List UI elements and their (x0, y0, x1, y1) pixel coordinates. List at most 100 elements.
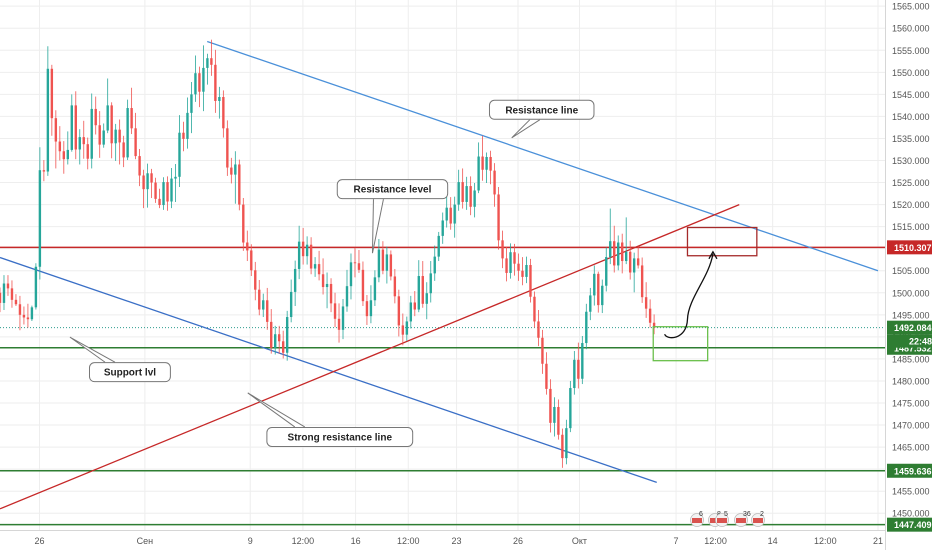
time-tick-label: 9 (248, 536, 253, 546)
candle-body (505, 258, 508, 273)
time-tick-label: 12:00 (397, 536, 420, 546)
candle-body (341, 306, 345, 330)
candle-body (357, 263, 361, 270)
callout-pointer (247, 392, 306, 428)
candle-body (601, 285, 604, 306)
candle-body (178, 132, 181, 177)
candle-body (489, 156, 492, 171)
countdown-text: 22:48 (909, 337, 932, 347)
candle-body (86, 144, 89, 159)
candle-body (26, 317, 30, 320)
candle-body (325, 283, 329, 288)
candle-body (202, 67, 205, 92)
candle-body (557, 406, 560, 435)
candle-body (266, 300, 269, 322)
time-tick-label: 21 (873, 536, 883, 546)
candle-body (485, 156, 488, 170)
candle-body (640, 265, 644, 298)
candle-body (632, 258, 636, 273)
time-tick-label: 7 (674, 536, 679, 546)
event-flag-3-count: 5 (724, 511, 728, 518)
candle-body (337, 318, 341, 330)
candle-body (469, 186, 472, 207)
candle-body (533, 296, 536, 322)
candle-body (297, 241, 301, 269)
price-tag-text: 1492.084 (894, 323, 932, 333)
price-tick-label: 1550.000 (892, 68, 930, 78)
candle-body (461, 182, 464, 202)
candle-body (561, 434, 564, 459)
event-flag-5-stripe (753, 518, 763, 523)
candle-body (42, 170, 46, 172)
candle-body (636, 258, 640, 266)
callout-box (88, 362, 171, 383)
price-tick-label: 1520.000 (892, 200, 930, 210)
candle-body (90, 108, 93, 159)
candle-body (270, 321, 273, 348)
price-tick-label: 1515.000 (892, 222, 930, 232)
candle-body (509, 252, 512, 273)
event-flag-4-count: 36 (743, 511, 751, 518)
candle-body (234, 164, 237, 175)
candle-body (421, 276, 424, 304)
candle-body (429, 273, 432, 294)
price-tag-text: 1510.307 (894, 243, 932, 253)
candle-body (94, 108, 97, 126)
candle-body (258, 289, 261, 310)
candle-body (242, 204, 245, 243)
grid (0, 0, 885, 530)
candle-body (648, 308, 652, 323)
price-tick-label: 1530.000 (892, 156, 930, 166)
candle-body (50, 68, 54, 119)
candle-body (30, 307, 34, 320)
candle-body (581, 343, 584, 379)
candle-body (281, 341, 285, 353)
candle-body (158, 198, 161, 206)
candle-body (174, 176, 177, 179)
candles (0, 39, 656, 468)
candle-body (465, 186, 468, 202)
candle-body (38, 170, 42, 267)
candle-body (381, 249, 385, 271)
candle-body (146, 173, 149, 190)
callout-text: Support lvl (104, 368, 156, 379)
candle-body (425, 293, 428, 304)
candle-body (106, 105, 109, 131)
projection-arrowhead (708, 250, 718, 260)
price-tick-label: 1535.000 (892, 134, 930, 144)
time-tick-label: 12:00 (814, 536, 837, 546)
candle-body (437, 235, 440, 257)
event-flag-4-stripe (736, 518, 746, 523)
candle-body (369, 300, 373, 317)
time-tick-label: 26 (513, 536, 523, 546)
candle-body (162, 182, 165, 206)
candle-body (18, 304, 22, 315)
candle-body (413, 302, 416, 310)
candle-body (553, 406, 556, 423)
candle-body (170, 178, 173, 202)
candle-body (254, 270, 257, 290)
candle-body (138, 156, 141, 176)
candle-body (2, 283, 6, 303)
candle-body (230, 167, 233, 175)
candle-body (621, 242, 624, 262)
candle-body (226, 128, 229, 168)
candle-body (525, 265, 528, 277)
horizontal-levels (0, 246, 885, 526)
time-tick-label: 12:00 (292, 536, 315, 546)
candle-body (445, 207, 448, 221)
candle-body (66, 149, 70, 160)
candle-body (150, 173, 153, 183)
price-tick-label: 1495.000 (892, 310, 930, 320)
candle-body (274, 334, 277, 348)
price-tick-label: 1455.000 (892, 487, 930, 497)
candle-body (78, 137, 81, 150)
candle-body (246, 242, 249, 251)
candle-body (481, 156, 484, 170)
callout-pointer (371, 199, 384, 254)
trend-line-strong-resistance (0, 203, 740, 510)
price-tag-text: 1487.532 (894, 343, 932, 353)
candle-body (365, 301, 369, 317)
candle-body (126, 108, 129, 158)
